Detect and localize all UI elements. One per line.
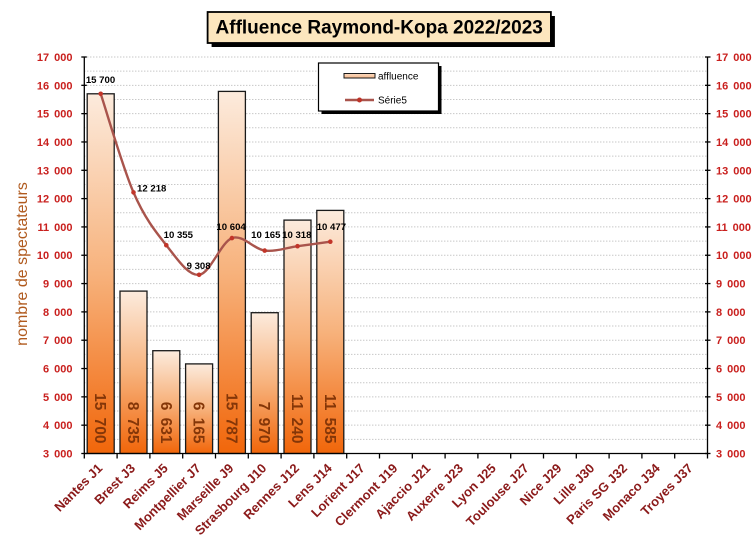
- svg-text:14 000: 14 000: [37, 137, 73, 149]
- svg-text:Série5: Série5: [378, 96, 407, 107]
- svg-text:6 000: 6 000: [43, 364, 73, 376]
- svg-text:12 218: 12 218: [137, 184, 167, 195]
- svg-text:14 000: 14 000: [716, 137, 752, 149]
- svg-text:7 000: 7 000: [43, 335, 73, 347]
- svg-text:17 000: 17 000: [716, 52, 752, 64]
- svg-text:nombre de spectateurs: nombre de spectateurs: [14, 182, 31, 346]
- svg-text:3 000: 3 000: [716, 449, 746, 461]
- svg-text:4 000: 4 000: [43, 420, 73, 432]
- svg-text:10 604: 10 604: [216, 222, 246, 233]
- svg-text:12 000: 12 000: [716, 194, 752, 206]
- svg-text:15 700: 15 700: [91, 393, 108, 443]
- svg-text:7 000: 7 000: [716, 335, 746, 347]
- svg-text:15 700: 15 700: [86, 75, 115, 86]
- svg-text:12 000: 12 000: [37, 194, 73, 206]
- svg-text:11 240: 11 240: [288, 394, 305, 444]
- svg-text:9 000: 9 000: [43, 279, 73, 291]
- svg-text:4 000: 4 000: [716, 420, 746, 432]
- svg-text:8 000: 8 000: [43, 307, 73, 319]
- svg-text:6 165: 6 165: [190, 402, 207, 444]
- svg-text:16 000: 16 000: [37, 80, 73, 92]
- svg-text:Affluence Raymond-Kopa 2022/20: Affluence Raymond-Kopa 2022/2023: [216, 18, 543, 39]
- svg-text:10 165: 10 165: [251, 230, 281, 241]
- svg-text:10 355: 10 355: [164, 230, 194, 241]
- svg-text:affluence: affluence: [378, 72, 419, 83]
- svg-text:11 000: 11 000: [716, 222, 751, 234]
- svg-text:5 000: 5 000: [716, 392, 746, 404]
- svg-text:9 000: 9 000: [716, 279, 746, 291]
- svg-text:7 970: 7 970: [255, 402, 272, 444]
- svg-text:8 000: 8 000: [716, 307, 746, 319]
- svg-text:15 787: 15 787: [222, 393, 239, 443]
- svg-text:5 000: 5 000: [43, 392, 73, 404]
- svg-text:10 318: 10 318: [282, 230, 312, 241]
- svg-text:8 735: 8 735: [124, 402, 141, 444]
- svg-text:11 000: 11 000: [37, 222, 72, 234]
- svg-text:10 000: 10 000: [37, 250, 73, 262]
- svg-text:6 000: 6 000: [716, 364, 746, 376]
- svg-text:9 308: 9 308: [187, 261, 212, 272]
- svg-text:15 000: 15 000: [37, 109, 73, 121]
- svg-text:13 000: 13 000: [37, 165, 73, 177]
- svg-text:16 000: 16 000: [716, 80, 752, 92]
- svg-text:6 631: 6 631: [157, 402, 174, 444]
- svg-text:10 000: 10 000: [716, 250, 752, 262]
- svg-text:15 000: 15 000: [716, 109, 752, 121]
- svg-text:3 000: 3 000: [43, 449, 73, 461]
- svg-text:10 477: 10 477: [317, 222, 346, 233]
- svg-text:11 585: 11 585: [321, 394, 338, 444]
- svg-text:17 000: 17 000: [37, 52, 73, 64]
- svg-text:13 000: 13 000: [716, 165, 752, 177]
